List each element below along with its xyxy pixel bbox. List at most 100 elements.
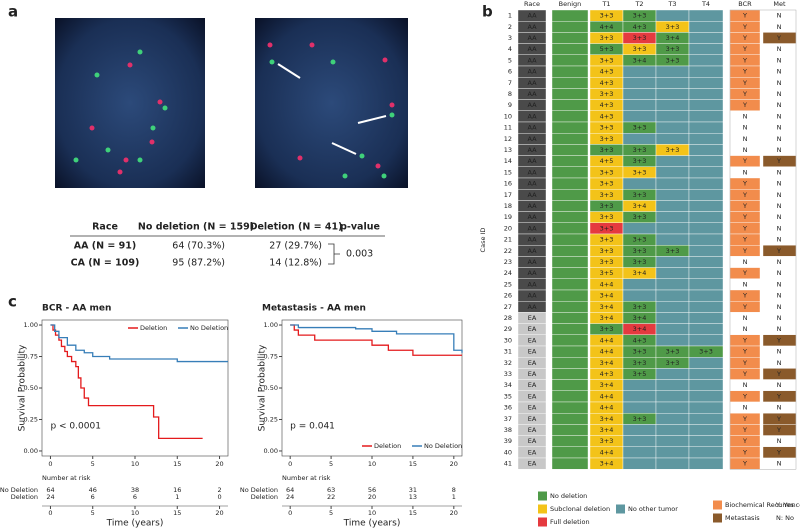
case-id: 24 bbox=[504, 269, 512, 277]
tumor-cell bbox=[688, 132, 724, 145]
gleason-grade: 4+3 bbox=[600, 370, 614, 378]
gleason-grade: 3+3 bbox=[600, 247, 614, 255]
risk-count: 63 bbox=[327, 486, 335, 494]
tumor-cell bbox=[655, 177, 690, 190]
benign-cell bbox=[551, 65, 589, 78]
race-label: AA bbox=[527, 90, 537, 98]
tumor-cell bbox=[622, 424, 657, 436]
benign-cell bbox=[551, 390, 589, 403]
risk-count: 20 bbox=[368, 493, 376, 501]
race-label: AA bbox=[527, 68, 537, 76]
bcr-label: Y bbox=[742, 236, 747, 244]
tumor-cell bbox=[655, 9, 690, 22]
met-label: N bbox=[777, 325, 782, 333]
x-tick-label: 20 bbox=[450, 460, 458, 468]
gleason-grade: 3+3 bbox=[633, 34, 647, 42]
met-label: Y bbox=[776, 426, 781, 434]
met-label: N bbox=[777, 269, 782, 277]
gleason-grade: 4+4 bbox=[600, 23, 614, 31]
x-tick-label: 10 bbox=[131, 460, 139, 468]
met-label: N bbox=[777, 135, 782, 143]
x-tick-label: 0 bbox=[288, 460, 292, 468]
bcr-label: Y bbox=[742, 460, 747, 468]
tumor-cell bbox=[622, 446, 657, 459]
gleason-grade: 4+3 bbox=[600, 79, 614, 87]
gleason-grade: 3+4 bbox=[600, 303, 614, 311]
met-label: N bbox=[777, 303, 782, 311]
survival-curve bbox=[290, 324, 463, 353]
legend-swatch bbox=[538, 517, 547, 527]
tumor-cell bbox=[655, 334, 690, 347]
race-label: AA bbox=[527, 34, 537, 42]
tumor-cell bbox=[688, 211, 724, 224]
tumor-cell bbox=[655, 424, 690, 436]
risk-x-tick-label: 5 bbox=[91, 509, 95, 517]
met-label: N bbox=[777, 68, 782, 76]
y-axis-title: Survival Probability bbox=[18, 344, 28, 431]
race-label: EA bbox=[528, 359, 537, 367]
tumor-cell bbox=[688, 110, 724, 123]
legend-swatch bbox=[538, 491, 547, 501]
tumor-cell bbox=[688, 267, 724, 280]
legend-label: N: No bbox=[776, 514, 794, 522]
bcr-label: Y bbox=[742, 392, 747, 400]
risk-x-tick-label: 10 bbox=[368, 509, 376, 517]
tumor-cell bbox=[655, 312, 690, 324]
benign-cell bbox=[551, 166, 589, 179]
met-label: N bbox=[777, 112, 782, 120]
met-label: N bbox=[777, 437, 782, 445]
legend-label: Y: Yes bbox=[775, 501, 794, 509]
legend-label: Subclonal deletion bbox=[550, 505, 610, 513]
x-tick-label: 15 bbox=[173, 460, 181, 468]
bcr-label: Y bbox=[742, 269, 747, 277]
risk-count: 6 bbox=[91, 493, 95, 501]
case-id: 21 bbox=[504, 236, 512, 244]
gleason-grade: 3+3 bbox=[666, 247, 680, 255]
gleason-grade: 3+3 bbox=[600, 202, 614, 210]
tumor-cell bbox=[688, 166, 724, 179]
gleason-grade: 4+3 bbox=[633, 23, 647, 31]
legend-swatch bbox=[713, 500, 722, 510]
bcr-label: N bbox=[743, 280, 748, 288]
legend-label: Biochemical Recurrence bbox=[725, 501, 800, 509]
race-label: EA bbox=[528, 348, 537, 356]
y-tick-label: 0.75 bbox=[264, 353, 278, 361]
bcr-label: Y bbox=[742, 336, 747, 344]
bcr-label: Y bbox=[742, 426, 747, 434]
gleason-grade: 4+5 bbox=[600, 157, 614, 165]
benign-cell bbox=[551, 99, 589, 111]
bcr-label: Y bbox=[742, 157, 747, 165]
race-label: AA bbox=[527, 157, 537, 165]
gleason-grade: 3+4 bbox=[633, 269, 647, 277]
benign-cell bbox=[551, 435, 589, 448]
legend-label: No Deletion bbox=[190, 324, 228, 332]
benign-cell bbox=[551, 368, 589, 380]
micrograph bbox=[55, 18, 408, 188]
race-label: AA bbox=[527, 101, 537, 109]
race-label: AA bbox=[527, 303, 537, 311]
risk-count: 1 bbox=[175, 493, 179, 501]
x-tick-label: 15 bbox=[409, 460, 417, 468]
y-tick-label: 0.25 bbox=[24, 415, 38, 423]
benign-cell bbox=[551, 345, 589, 358]
met-label: Y bbox=[776, 247, 781, 255]
risk-x-tick-label: 5 bbox=[329, 509, 333, 517]
bcr-label: N bbox=[743, 325, 748, 333]
table-cell: AA (N = 91) bbox=[74, 241, 136, 252]
race-label: AA bbox=[527, 247, 537, 255]
met-label: Y bbox=[776, 415, 781, 423]
p-value: 0.003 bbox=[346, 249, 373, 260]
benign-cell bbox=[551, 413, 589, 425]
case-id: 26 bbox=[504, 292, 512, 300]
risk-x-tick-label: 15 bbox=[409, 509, 417, 517]
column-header: T2 bbox=[634, 0, 643, 8]
gleason-grade: 3+4 bbox=[600, 426, 614, 434]
risk-count: 56 bbox=[368, 486, 376, 494]
x-tick-label: 5 bbox=[329, 460, 333, 468]
gleason-grade: 3+4 bbox=[633, 325, 647, 333]
met-label: N bbox=[777, 314, 782, 322]
case-id: 27 bbox=[504, 303, 512, 311]
tumor-cell bbox=[655, 166, 690, 179]
gleason-grade: 3+3 bbox=[600, 258, 614, 266]
